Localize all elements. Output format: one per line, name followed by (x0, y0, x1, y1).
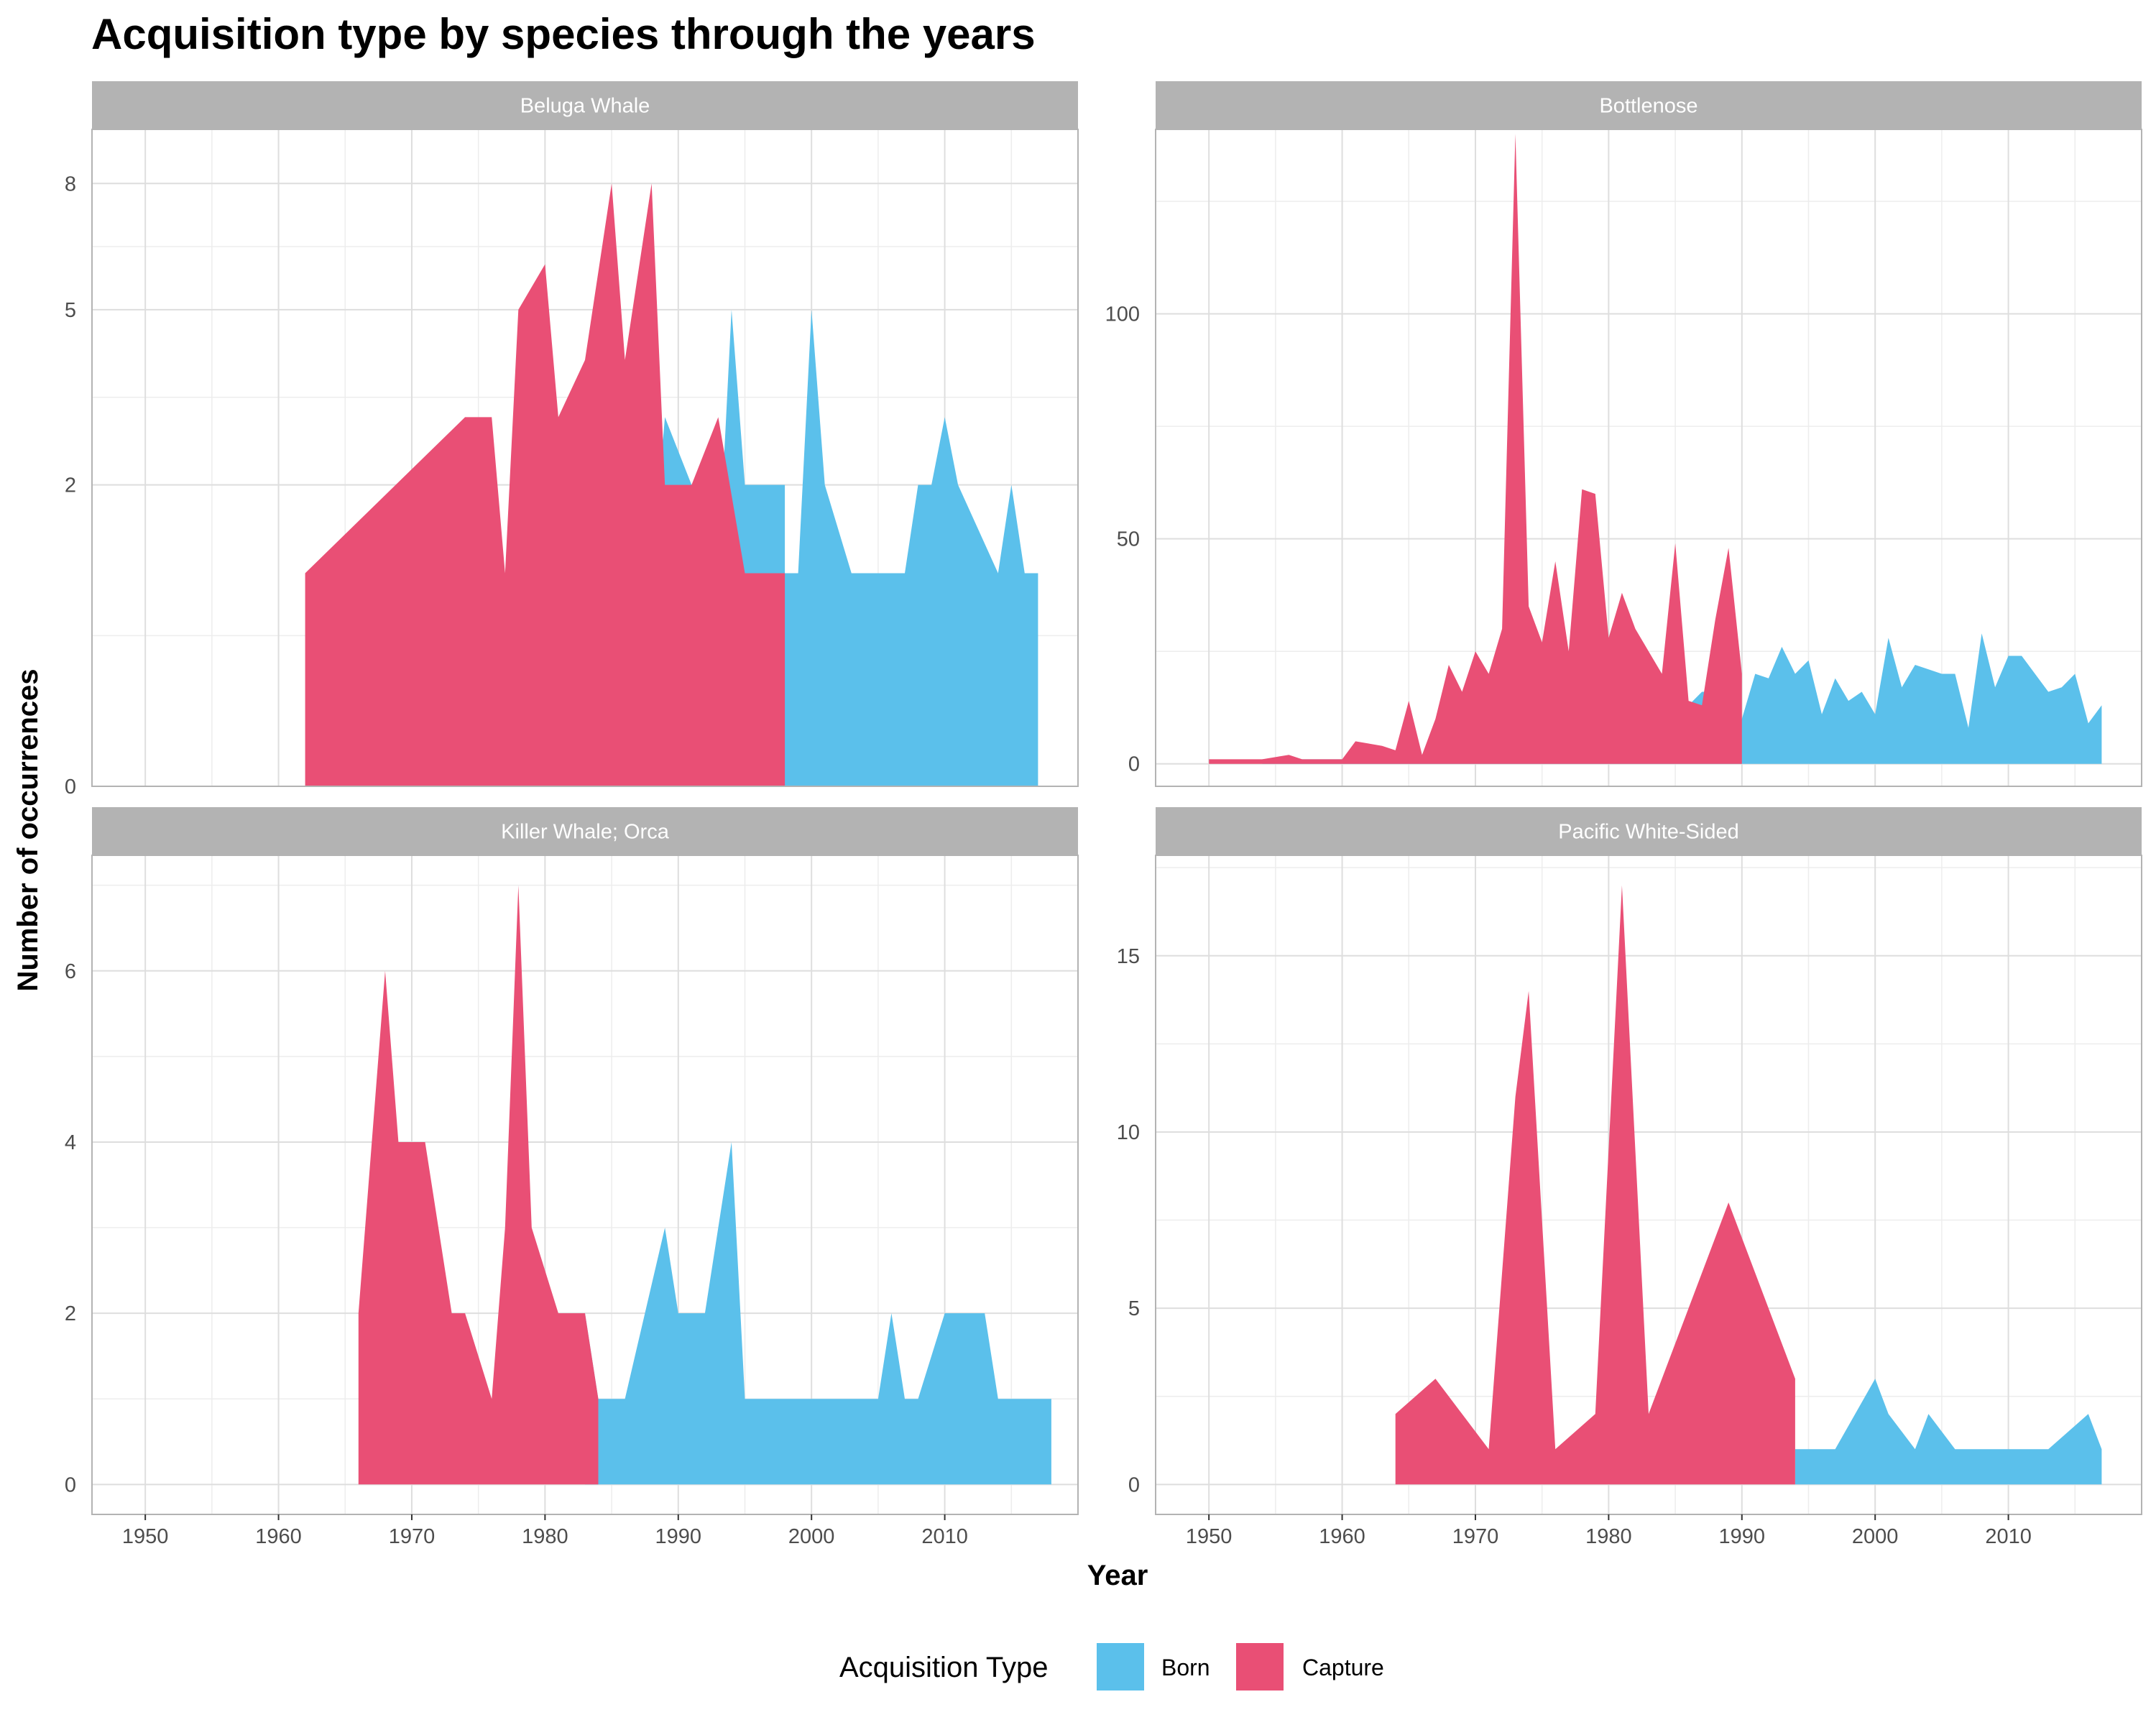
legend-label-capture: Capture (1302, 1655, 1384, 1680)
x-tick-label: 1980 (1585, 1525, 1632, 1548)
legend-key-born (1097, 1643, 1144, 1690)
y-tick-label: 4 (65, 1131, 76, 1154)
panel-border (91, 855, 1079, 1515)
area-born (585, 1142, 1051, 1485)
y-tick-label: 5 (1128, 1297, 1140, 1320)
y-tick-label: 8 (65, 172, 76, 196)
x-axis-title: Year (1087, 1560, 1148, 1591)
x-tick-label: 2010 (1985, 1525, 2032, 1548)
y-tick-label: 0 (1128, 753, 1140, 776)
facet-beluga-whale: Beluga Whale 0 2 5 8 (65, 81, 1079, 799)
x-tick-label: 2000 (788, 1525, 835, 1548)
y-tick-label: 2 (65, 474, 76, 497)
facet-strip (92, 81, 1078, 129)
panel-border (1155, 855, 2142, 1515)
facet-killer-whale-orca: Killer Whale; Orca 0 2 4 6 1950 1960 1970 1980 19… (65, 807, 1079, 1548)
y-tick-label: 50 (1117, 528, 1140, 551)
y-tick-label: 0 (65, 776, 76, 799)
y-tick-label: 5 (65, 299, 76, 322)
facet-strip-label: Beluga Whale (520, 95, 650, 118)
y-tick-label: 15 (1117, 945, 1140, 968)
facet-strip-label: Bottlenose (1599, 95, 1697, 118)
facet-strip-label: Pacific White-Sided (1558, 821, 1738, 844)
area-capture (305, 183, 786, 787)
chart-title: Acquisition type by species through the … (91, 10, 1036, 58)
facet-strip (1156, 807, 2142, 855)
legend-key-capture (1236, 1643, 1284, 1690)
facet-strip (1156, 81, 2142, 129)
x-tick-label: 1960 (1319, 1525, 1365, 1548)
y-tick-label: 6 (65, 960, 76, 983)
y-tick-label: 0 (65, 1473, 76, 1496)
x-tick-label: 1980 (522, 1525, 568, 1548)
x-tick-label: 1950 (122, 1525, 169, 1548)
x-tick-label: 1990 (655, 1525, 702, 1548)
y-tick-label: 100 (1105, 303, 1140, 326)
y-axis-title: Number of occurrences (12, 668, 44, 991)
facet-bottlenose: Bottlenose 0 50 100 (1105, 81, 2142, 787)
panel-border (1155, 129, 2142, 787)
x-tick-label: 1990 (1719, 1525, 1766, 1548)
y-tick-label: 10 (1117, 1121, 1140, 1144)
area-capture (1395, 885, 1795, 1485)
area-born (1262, 633, 2102, 764)
x-tick-label: 2000 (1852, 1525, 1899, 1548)
facet-pacific-white-sided: Pacific White-Sided 0 5 10 15 1950 1960 1970 198… (1117, 807, 2142, 1548)
legend-title: Acquisition Type (839, 1652, 1049, 1683)
x-tick-label: 1970 (1452, 1525, 1499, 1548)
x-tick-label: 1960 (255, 1525, 302, 1548)
y-tick-label: 0 (1128, 1473, 1140, 1496)
facet-strip (92, 807, 1078, 855)
x-tick-label: 2010 (921, 1525, 968, 1548)
area-capture (358, 885, 599, 1485)
facet-strip-label: Killer Whale; Orca (501, 821, 670, 844)
y-tick-label: 2 (65, 1302, 76, 1325)
x-tick-label: 1970 (389, 1525, 436, 1548)
panel-border (91, 129, 1079, 787)
legend: Acquisition Type Born Capture (839, 1643, 1384, 1690)
area-born (1795, 1379, 2102, 1485)
legend-label-born: Born (1161, 1655, 1210, 1680)
x-tick-label: 1950 (1186, 1525, 1233, 1548)
